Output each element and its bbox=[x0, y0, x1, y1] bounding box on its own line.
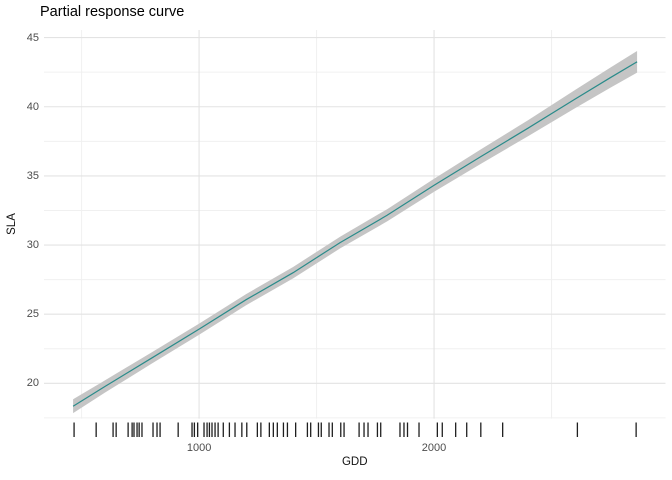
x-axis-title: GDD bbox=[341, 456, 368, 468]
y-tick-label: 40 bbox=[26, 100, 39, 113]
y-tick-label: 25 bbox=[26, 308, 39, 321]
x-tick-label: 1000 bbox=[186, 442, 212, 454]
y-tick-label: 35 bbox=[26, 169, 39, 182]
y-tick-label: 20 bbox=[26, 377, 39, 390]
x-tick-label: 2000 bbox=[421, 442, 447, 454]
y-tick-label: 30 bbox=[26, 239, 39, 252]
rug-marks bbox=[73, 422, 637, 437]
y-axis-title: SLA bbox=[6, 213, 18, 236]
confidence-ribbon bbox=[73, 51, 638, 414]
grid-major bbox=[44, 30, 666, 419]
response-line bbox=[72, 61, 638, 407]
plot-title: Partial response curve bbox=[40, 4, 185, 20]
y-tick-label: 45 bbox=[26, 31, 39, 44]
grid-minor bbox=[44, 30, 666, 419]
